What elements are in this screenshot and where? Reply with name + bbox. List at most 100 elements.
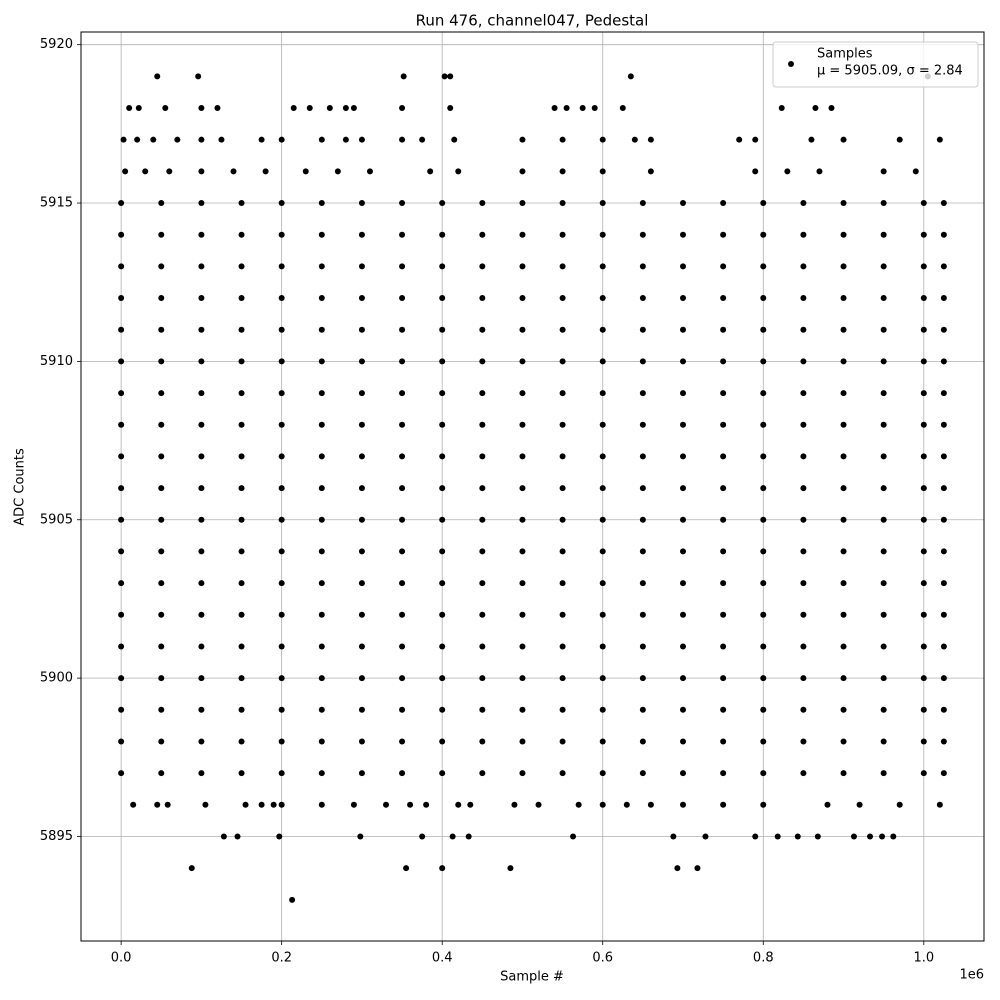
point [118, 231, 125, 238]
point [920, 295, 927, 302]
point [559, 485, 566, 492]
point [694, 865, 701, 872]
point [158, 611, 165, 618]
point [198, 548, 205, 555]
point [479, 263, 486, 270]
point [559, 231, 566, 238]
point [519, 231, 526, 238]
point [399, 326, 406, 333]
point [158, 770, 165, 777]
point [403, 865, 410, 872]
point [270, 801, 277, 808]
point [800, 580, 807, 587]
point [479, 738, 486, 745]
y-tick-label: 5905 [40, 512, 73, 527]
point [238, 770, 245, 777]
point [619, 105, 626, 112]
point [451, 136, 458, 143]
point [880, 706, 887, 713]
point [599, 770, 606, 777]
point [399, 611, 406, 618]
point [238, 516, 245, 523]
point [126, 105, 133, 112]
point [242, 801, 249, 808]
point [122, 168, 129, 175]
point [599, 421, 606, 428]
point [198, 675, 205, 682]
point [238, 326, 245, 333]
point [535, 801, 542, 808]
y-tick-label: 5895 [40, 829, 73, 844]
point [760, 643, 767, 650]
point [154, 801, 161, 808]
point [599, 548, 606, 555]
point [399, 200, 406, 207]
point [158, 548, 165, 555]
point [318, 231, 325, 238]
point [188, 865, 195, 872]
legend-stats: μ = 5905.09, σ = 2.84 [817, 64, 963, 79]
point [896, 136, 903, 143]
point [198, 738, 205, 745]
point [158, 326, 165, 333]
point [318, 326, 325, 333]
point [419, 833, 426, 840]
point [680, 231, 686, 238]
point [559, 580, 566, 587]
point [680, 453, 686, 460]
point [479, 675, 486, 682]
point [276, 833, 283, 840]
point [278, 770, 285, 777]
point [238, 263, 245, 270]
y-tick-label: 5920 [40, 37, 73, 52]
point [639, 706, 646, 713]
point [856, 801, 863, 808]
point [118, 421, 125, 428]
point [306, 105, 313, 112]
point [519, 580, 526, 587]
point [318, 263, 325, 270]
point [599, 485, 606, 492]
point [840, 706, 847, 713]
point [840, 738, 847, 745]
point [439, 706, 446, 713]
point [599, 453, 606, 460]
point [760, 200, 767, 207]
point [639, 231, 646, 238]
point [940, 485, 947, 492]
point [158, 421, 165, 428]
point [720, 770, 727, 777]
point [118, 516, 125, 523]
point [198, 706, 205, 713]
point [358, 516, 365, 523]
point [439, 200, 446, 207]
point [455, 168, 462, 175]
point [639, 453, 646, 460]
point [158, 231, 165, 238]
point [358, 580, 365, 587]
point [680, 706, 686, 713]
point [479, 611, 486, 618]
point [575, 801, 582, 808]
point [278, 263, 285, 270]
point [439, 358, 446, 365]
point [920, 770, 927, 777]
point [940, 738, 947, 745]
point [399, 358, 406, 365]
point [154, 73, 161, 80]
x-tick-label: 0.8 [753, 951, 774, 966]
point [118, 706, 125, 713]
point [318, 390, 325, 397]
point [158, 643, 165, 650]
point [383, 801, 390, 808]
point [214, 105, 221, 112]
point [479, 231, 486, 238]
point [680, 516, 686, 523]
point [130, 801, 137, 808]
point [479, 548, 486, 555]
point [680, 801, 686, 808]
point [278, 611, 285, 618]
point [399, 390, 406, 397]
point [519, 358, 526, 365]
